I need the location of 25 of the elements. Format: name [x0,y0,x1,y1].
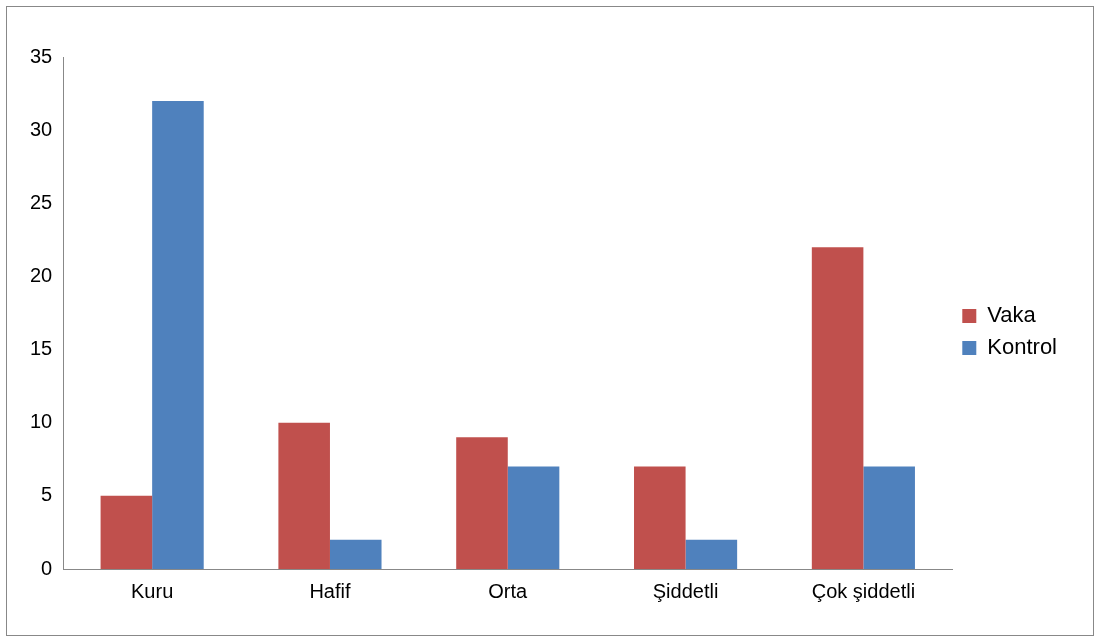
y-tick-label: 25 [30,190,53,213]
bar [863,466,915,569]
bar [278,422,330,569]
x-tick-label: Hafif [309,579,351,602]
x-tick-label: Çok şiddetli [811,579,916,602]
y-tick-label: 35 [30,44,53,67]
bar [811,247,864,569]
bar [152,100,204,569]
x-tick-label: Orta [488,579,529,602]
y-tick-label: 30 [30,117,53,140]
bar [100,495,153,569]
bar [634,466,686,569]
y-tick-label: 20 [30,263,53,286]
bar [685,539,738,569]
y-tick-label: 0 [41,556,53,579]
y-tick-label: 5 [41,483,53,506]
x-tick-label: Kuru [131,579,174,602]
legend-label: Vaka [987,302,1037,328]
bar [456,437,508,569]
legend-label: Kontrol [987,334,1058,360]
x-tick-label: Şiddetli [652,579,719,602]
bar [329,539,382,569]
y-tick-label: 15 [30,337,53,360]
y-tick-label: 10 [30,410,53,433]
bar [507,466,560,569]
